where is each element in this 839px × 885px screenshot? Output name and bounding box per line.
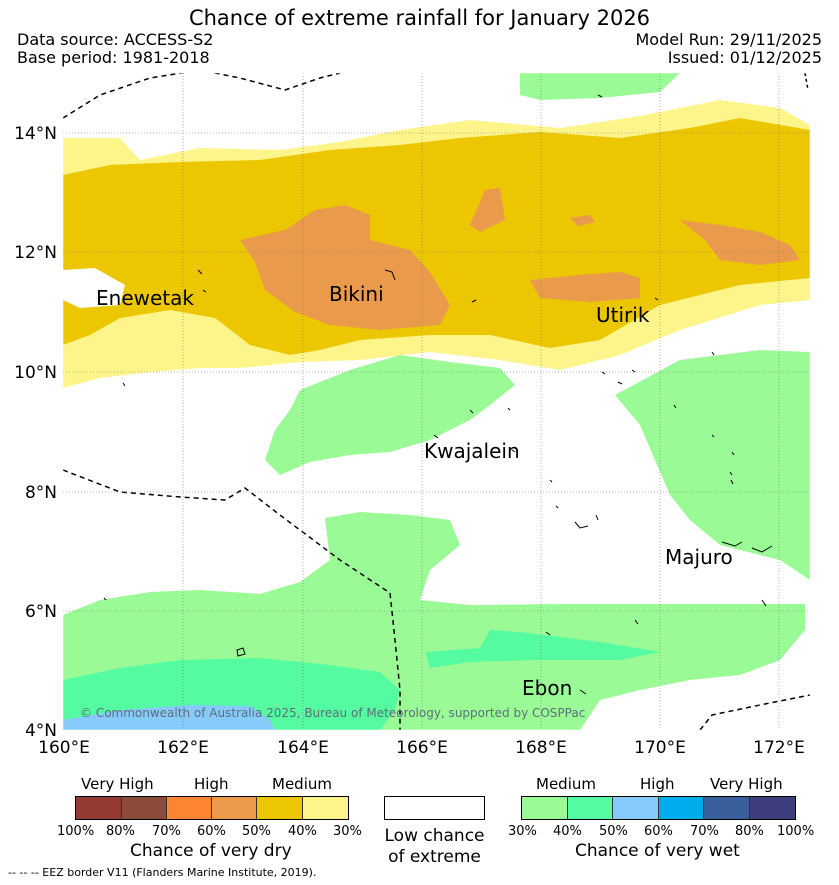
model-run: Model Run: 29/11/2025 <box>635 30 823 49</box>
lon-label: 164°E <box>277 738 329 758</box>
wet-region-50-60 <box>63 705 275 730</box>
wet-swatch <box>568 797 613 819</box>
dry-swatch <box>167 797 212 819</box>
wet-region-40-50-east <box>425 630 660 668</box>
wet-legend-title: Chance of very wet <box>575 841 740 861</box>
dry-category-label: Very High <box>81 775 154 793</box>
dry-swatch <box>76 797 122 819</box>
low-chance-swatch <box>384 796 485 820</box>
issued-date: Issued: 01/12/2025 <box>667 48 822 67</box>
base-period: Base period: 1981-2018 <box>17 48 210 67</box>
lat-label: 10°N <box>14 363 57 383</box>
eez-border-north <box>63 73 341 119</box>
dry-category-label: High <box>194 775 229 793</box>
dry-tick: 30% <box>333 824 362 839</box>
wet-tick: 60% <box>644 824 673 839</box>
place-utirik: Utirik <box>596 303 650 327</box>
dry-swatch <box>122 797 167 819</box>
dry-region-50-60-utirik <box>530 272 640 302</box>
wet-tick: 50% <box>599 824 628 839</box>
lat-label: 4°N <box>25 721 57 741</box>
map-frame <box>62 72 811 731</box>
lat-label: 14°N <box>14 124 57 144</box>
wet-swatch <box>750 797 795 819</box>
wet-tick: 100% <box>777 824 815 839</box>
lat-label: 6°N <box>25 602 57 622</box>
place-ebon: Ebon <box>522 676 572 700</box>
dry-region-50-60-bikini <box>240 205 450 330</box>
lon-label: 160°E <box>38 738 90 758</box>
atoll-outlines <box>103 94 773 695</box>
copyright: © Commonwealth of Australia 2025, Bureau… <box>80 706 585 720</box>
lon-label: 170°E <box>634 738 686 758</box>
eez-border-ne <box>804 73 809 91</box>
low-chance-gap-enewetak <box>63 268 125 308</box>
data-source: Data source: ACCESS-S2 <box>17 30 214 49</box>
dry-region-50-60-east <box>680 220 800 265</box>
wet-category-label: Very High <box>710 775 783 793</box>
dry-tick: 70% <box>152 824 181 839</box>
eez-border-east <box>699 694 810 730</box>
lon-label: 168°E <box>515 738 567 758</box>
eez-border-west <box>63 469 401 730</box>
wet-region-kwajalein <box>265 355 515 475</box>
lon-label: 172°E <box>753 738 805 758</box>
lat-label: 8°N <box>25 483 57 503</box>
place-enewetak: Enewetak <box>96 286 194 310</box>
wet-swatch <box>613 797 659 819</box>
dry-region-50-60-central <box>470 188 505 232</box>
place-bikini: Bikini <box>329 282 384 306</box>
dry-tick: 60% <box>197 824 226 839</box>
dry-tick: 100% <box>57 824 95 839</box>
lon-label: 162°E <box>157 738 209 758</box>
eez-note: -- -- -- EEZ border V11 (Flanders Marine… <box>8 866 317 879</box>
place-majuro: Majuro <box>665 545 733 569</box>
lon-label: 166°E <box>396 738 448 758</box>
wet-tick: 70% <box>690 824 719 839</box>
page-title: Chance of extreme rainfall for January 2… <box>188 6 651 30</box>
wet-tick: 80% <box>735 824 764 839</box>
wet-colorbar <box>521 796 796 820</box>
wet-category-label: High <box>640 775 675 793</box>
wet-tick: 30% <box>508 824 537 839</box>
low-chance-label: of extreme <box>388 847 481 867</box>
dry-region-50-60-small <box>570 215 595 226</box>
dry-swatch <box>212 797 257 819</box>
dry-tick: 80% <box>106 824 135 839</box>
dry-swatch <box>257 797 303 819</box>
lat-label: 12°N <box>14 243 57 263</box>
wet-swatch <box>659 797 704 819</box>
dry-legend-title: Chance of very dry <box>130 841 292 861</box>
dry-category-label: Medium <box>272 775 332 793</box>
place-kwajalein: Kwajalein <box>424 439 520 463</box>
dry-tick: 40% <box>288 824 317 839</box>
wet-category-label: Medium <box>536 775 596 793</box>
wet-tick: 40% <box>553 824 582 839</box>
dry-tick: 50% <box>242 824 271 839</box>
wet-region-east <box>615 350 810 580</box>
wet-swatch <box>522 797 568 819</box>
dry-colorbar <box>75 796 349 820</box>
wet-region-north <box>520 73 680 100</box>
dry-swatch <box>303 797 348 819</box>
wet-swatch <box>704 797 750 819</box>
low-chance-label: Low chance <box>384 826 485 846</box>
